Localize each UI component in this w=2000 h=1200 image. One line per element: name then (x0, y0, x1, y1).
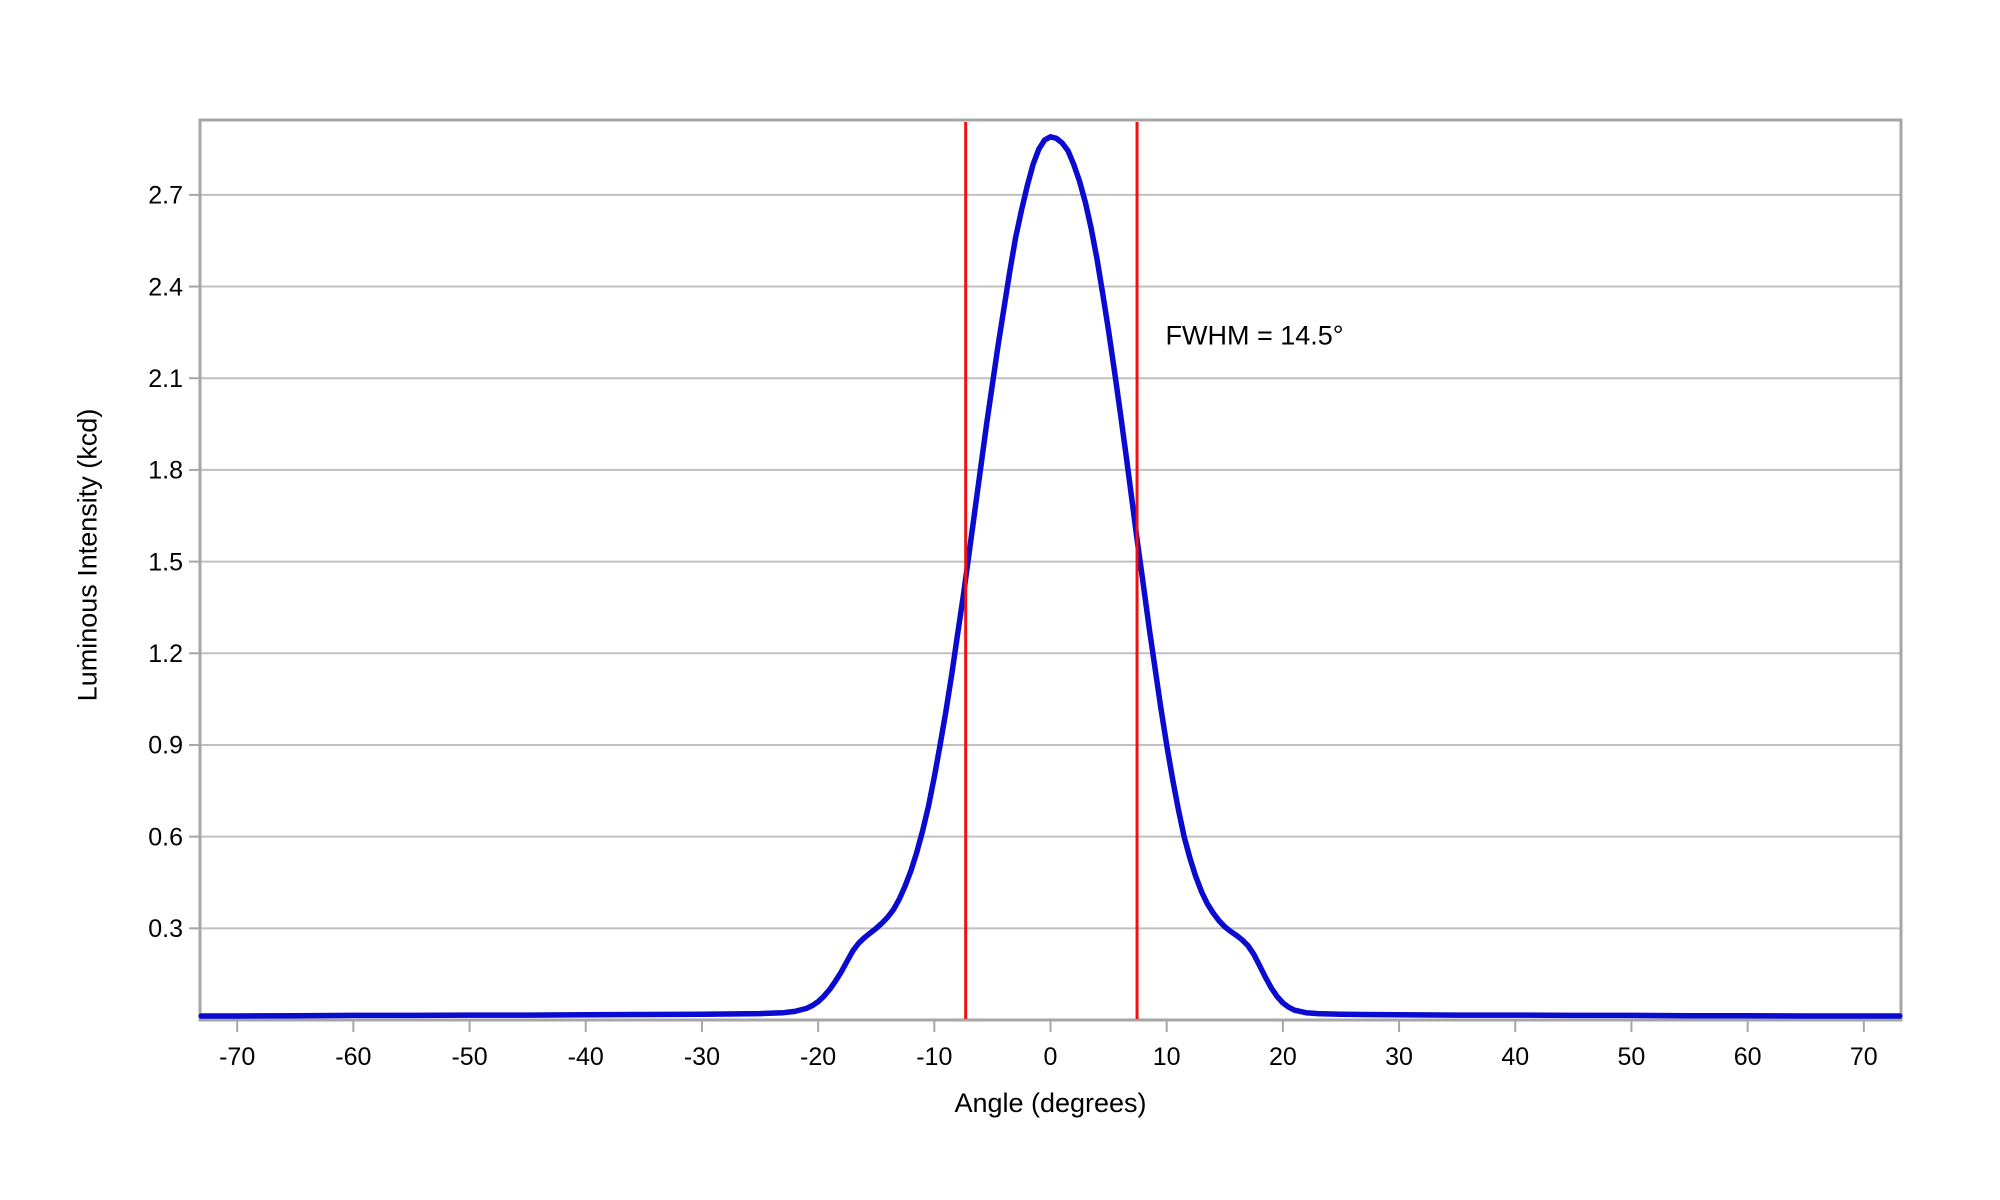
x-tick-label: 70 (1850, 1043, 1878, 1071)
x-tick-label: -50 (451, 1043, 487, 1071)
y-tick-label: 1.2 (148, 640, 183, 668)
y-tick-label: 0.3 (148, 915, 183, 943)
y-tick-label: 0.6 (148, 823, 183, 851)
x-tick-label: 60 (1734, 1043, 1762, 1071)
x-tick-label: -40 (568, 1043, 604, 1071)
x-tick-label: -60 (335, 1043, 371, 1071)
y-tick-label: 0.9 (148, 732, 183, 760)
y-tick-label: 1.5 (148, 548, 183, 576)
fwhm-annotation: FWHM = 14.5° (1166, 321, 1344, 351)
y-tick-label: 2.7 (148, 182, 183, 210)
x-tick-label: 30 (1385, 1043, 1413, 1071)
x-tick-label: -30 (684, 1043, 720, 1071)
y-axis-title: Luminous Intensity (kcd) (72, 408, 103, 702)
x-tick-label: -20 (800, 1043, 836, 1071)
y-tick-label: 1.8 (148, 457, 183, 485)
x-tick-label: 40 (1501, 1043, 1529, 1071)
x-tick-label: 10 (1153, 1043, 1181, 1071)
x-axis-title: Angle (degrees) (954, 1088, 1147, 1118)
luminous-intensity-curve (198, 134, 1903, 1019)
plot-border (198, 118, 1903, 1022)
x-tick-label: 0 (1044, 1043, 1058, 1071)
y-tick-label: 2.1 (148, 365, 183, 393)
x-tick-label: 50 (1618, 1043, 1646, 1071)
y-tick-label: 2.4 (148, 273, 183, 301)
x-tick-label: -10 (916, 1043, 952, 1071)
x-tick-label: -70 (219, 1043, 255, 1071)
x-tick-label: 20 (1269, 1043, 1297, 1071)
